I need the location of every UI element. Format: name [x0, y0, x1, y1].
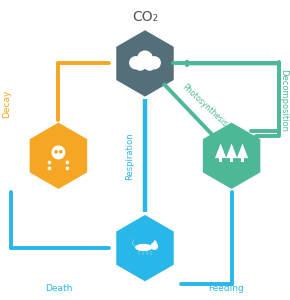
Polygon shape — [226, 143, 237, 158]
Polygon shape — [116, 215, 174, 281]
Polygon shape — [116, 30, 174, 97]
Polygon shape — [237, 143, 248, 158]
Circle shape — [51, 146, 65, 159]
Circle shape — [151, 242, 158, 250]
Polygon shape — [219, 158, 222, 162]
Circle shape — [148, 56, 161, 69]
Polygon shape — [215, 143, 226, 158]
Circle shape — [144, 59, 156, 71]
Circle shape — [66, 160, 69, 164]
Circle shape — [139, 58, 151, 69]
Text: Feeding: Feeding — [208, 284, 244, 293]
Circle shape — [66, 167, 69, 170]
Text: CO₂: CO₂ — [132, 11, 158, 25]
Polygon shape — [153, 240, 157, 243]
Polygon shape — [54, 155, 63, 158]
Circle shape — [129, 56, 142, 69]
Text: Death: Death — [45, 284, 72, 293]
Circle shape — [134, 59, 146, 71]
Circle shape — [54, 150, 58, 154]
Polygon shape — [30, 123, 87, 189]
Polygon shape — [241, 158, 244, 162]
Circle shape — [137, 50, 153, 66]
Circle shape — [48, 167, 51, 170]
Text: Photosynthesis: Photosynthesis — [180, 82, 229, 128]
Polygon shape — [230, 158, 233, 162]
Circle shape — [48, 160, 51, 164]
Text: Respiration: Respiration — [125, 132, 134, 180]
Ellipse shape — [135, 244, 152, 251]
Text: Decay: Decay — [2, 90, 11, 118]
Polygon shape — [203, 123, 260, 189]
Text: Decomposition: Decomposition — [279, 69, 288, 132]
Circle shape — [59, 150, 63, 154]
